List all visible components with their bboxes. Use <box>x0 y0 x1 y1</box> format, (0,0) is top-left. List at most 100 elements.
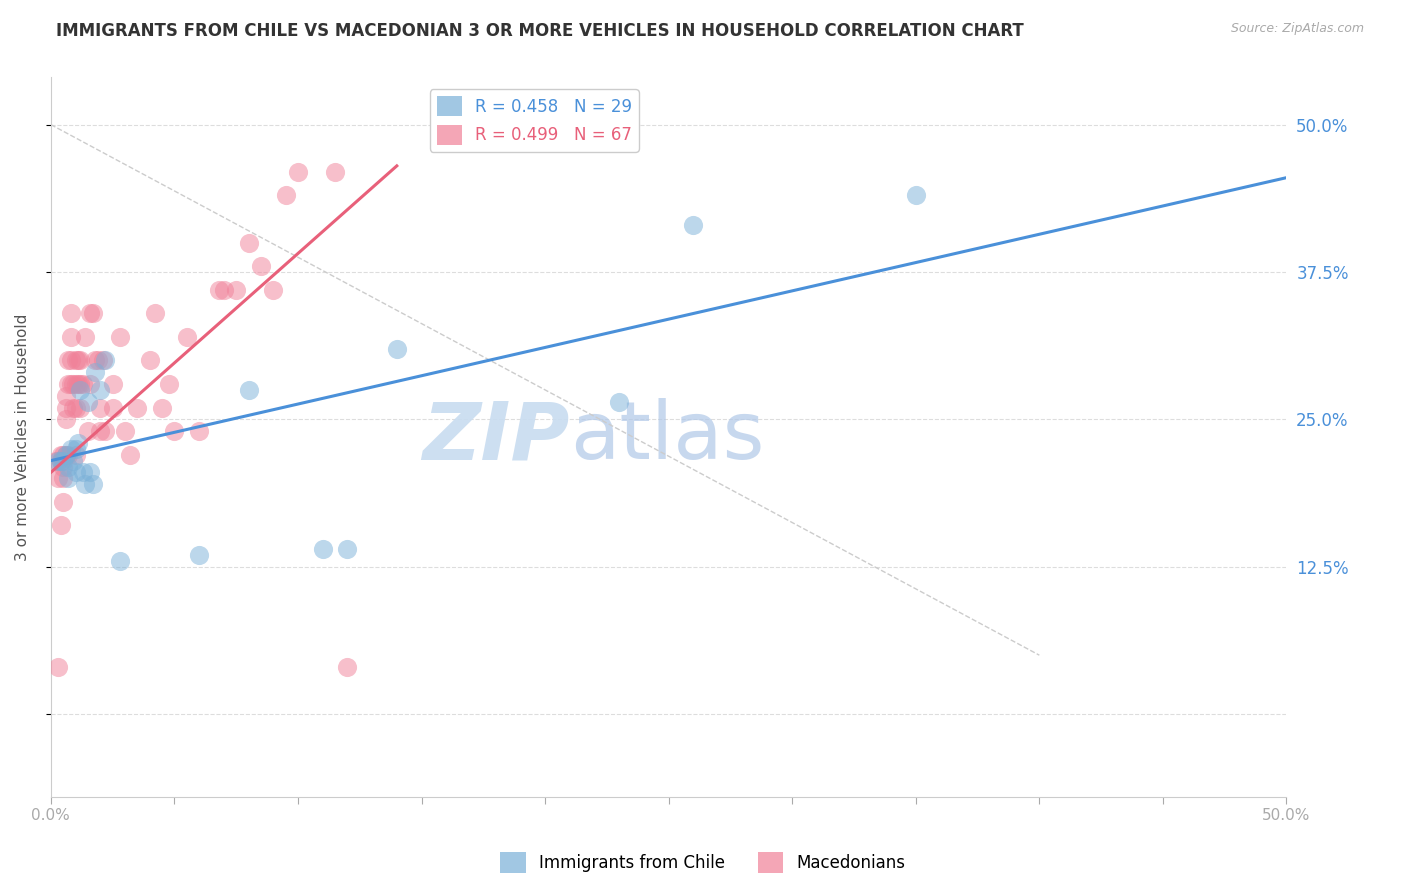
Point <box>114 424 136 438</box>
Point <box>59 330 82 344</box>
Point <box>62 401 84 415</box>
Point <box>62 453 84 467</box>
Point <box>55 448 77 462</box>
Point <box>84 353 107 368</box>
Point <box>101 376 124 391</box>
Point <box>75 330 97 344</box>
Y-axis label: 3 or more Vehicles in Household: 3 or more Vehicles in Household <box>15 313 30 561</box>
Point <box>65 442 87 456</box>
Point <box>89 383 111 397</box>
Point <box>66 353 89 368</box>
Point <box>66 376 89 391</box>
Point <box>59 353 82 368</box>
Point <box>89 424 111 438</box>
Point <box>69 376 91 391</box>
Point <box>56 471 79 485</box>
Point <box>69 353 91 368</box>
Point <box>49 453 72 467</box>
Text: ZIP: ZIP <box>422 398 569 476</box>
Point <box>91 353 114 368</box>
Point <box>323 165 346 179</box>
Point <box>56 353 79 368</box>
Point <box>118 448 141 462</box>
Point <box>62 376 84 391</box>
Point <box>59 376 82 391</box>
Point <box>75 477 97 491</box>
Point <box>250 259 273 273</box>
Point <box>55 389 77 403</box>
Point <box>138 353 160 368</box>
Point <box>82 306 104 320</box>
Point <box>89 401 111 415</box>
Legend: Immigrants from Chile, Macedonians: Immigrants from Chile, Macedonians <box>494 846 912 880</box>
Point <box>59 442 82 456</box>
Point <box>101 401 124 415</box>
Point <box>55 412 77 426</box>
Point <box>188 548 211 562</box>
Point <box>682 218 704 232</box>
Point <box>87 353 110 368</box>
Point <box>225 283 247 297</box>
Point <box>385 342 408 356</box>
Point <box>143 306 166 320</box>
Point <box>150 401 173 415</box>
Point <box>262 283 284 297</box>
Point <box>287 165 309 179</box>
Point <box>56 459 79 474</box>
Point <box>188 424 211 438</box>
Point <box>274 188 297 202</box>
Point <box>46 453 69 467</box>
Point <box>72 466 94 480</box>
Point <box>55 448 77 462</box>
Point <box>56 448 79 462</box>
Point <box>65 401 87 415</box>
Point <box>176 330 198 344</box>
Point <box>45 453 67 467</box>
Point <box>108 330 131 344</box>
Point <box>79 466 101 480</box>
Point <box>69 383 91 397</box>
Point <box>238 235 260 250</box>
Point <box>55 401 77 415</box>
Point <box>52 448 75 462</box>
Point <box>163 424 186 438</box>
Point <box>52 453 75 467</box>
Point <box>72 376 94 391</box>
Point <box>65 466 87 480</box>
Text: IMMIGRANTS FROM CHILE VS MACEDONIAN 3 OR MORE VEHICLES IN HOUSEHOLD CORRELATION : IMMIGRANTS FROM CHILE VS MACEDONIAN 3 OR… <box>56 22 1024 40</box>
Point <box>238 383 260 397</box>
Point <box>336 542 359 557</box>
Text: Source: ZipAtlas.com: Source: ZipAtlas.com <box>1230 22 1364 36</box>
Point <box>208 283 231 297</box>
Point <box>127 401 149 415</box>
Point <box>65 353 87 368</box>
Point <box>56 376 79 391</box>
Point <box>108 554 131 568</box>
Point <box>94 353 117 368</box>
Point <box>84 365 107 379</box>
Point <box>49 453 72 467</box>
Point <box>94 424 117 438</box>
Point <box>607 394 630 409</box>
Point <box>49 518 72 533</box>
Point <box>77 394 100 409</box>
Point <box>59 306 82 320</box>
Point <box>52 471 75 485</box>
Point <box>336 660 359 674</box>
Point <box>82 477 104 491</box>
Point <box>66 436 89 450</box>
Point <box>65 448 87 462</box>
Point <box>46 660 69 674</box>
Point <box>46 471 69 485</box>
Point <box>49 448 72 462</box>
Point <box>65 376 87 391</box>
Point <box>79 306 101 320</box>
Point <box>311 542 333 557</box>
Point <box>52 495 75 509</box>
Legend: R = 0.458   N = 29, R = 0.499   N = 67: R = 0.458 N = 29, R = 0.499 N = 67 <box>430 89 638 152</box>
Point <box>79 376 101 391</box>
Point <box>69 401 91 415</box>
Point <box>159 376 181 391</box>
Point <box>904 188 927 202</box>
Text: atlas: atlas <box>569 398 765 476</box>
